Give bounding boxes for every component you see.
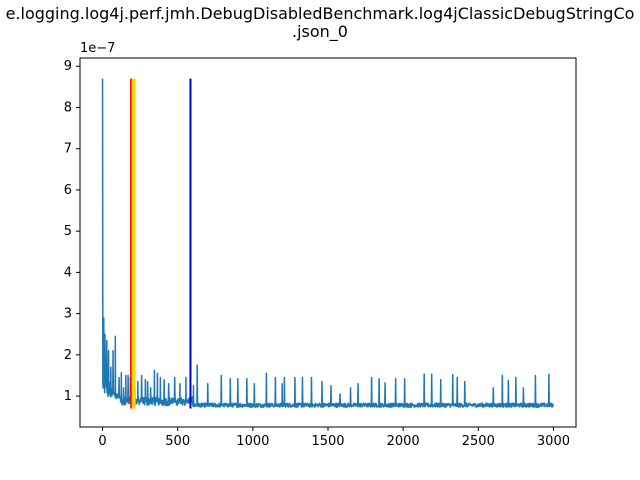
y-tick-label: 5 (64, 224, 72, 239)
vertical-markers (130, 78, 192, 409)
y-tick-label: 7 (64, 142, 72, 157)
y-scale-label: 1e−7 (80, 41, 115, 56)
x-tick-label: 2000 (387, 434, 420, 449)
y-tick-label: 2 (64, 348, 72, 363)
x-tick-label: 1000 (236, 434, 269, 449)
x-tick-label: 500 (165, 434, 190, 449)
series-line (101, 78, 554, 408)
x-tick-label: 2500 (462, 434, 495, 449)
chart-title-line2: .json_0 (292, 22, 348, 42)
y-tick-label: 8 (64, 100, 72, 115)
y-axis: 1 2 3 4 5 6 7 8 9 (64, 59, 80, 404)
series-layer (101, 78, 554, 408)
x-axis: 0 500 1000 1500 2000 2500 3000 (98, 427, 570, 449)
chart-title-line1: e.logging.log4j.perf.jmh.DebugDisabledBe… (6, 4, 635, 23)
y-tick-label: 9 (64, 59, 72, 74)
x-tick-label: 1500 (311, 434, 344, 449)
x-tick-label: 3000 (537, 434, 570, 449)
y-tick-label: 4 (64, 265, 72, 280)
x-tick-label: 0 (98, 434, 106, 449)
y-tick-label: 3 (64, 307, 72, 322)
y-tick-label: 6 (64, 183, 72, 198)
y-tick-label: 1 (64, 389, 72, 404)
